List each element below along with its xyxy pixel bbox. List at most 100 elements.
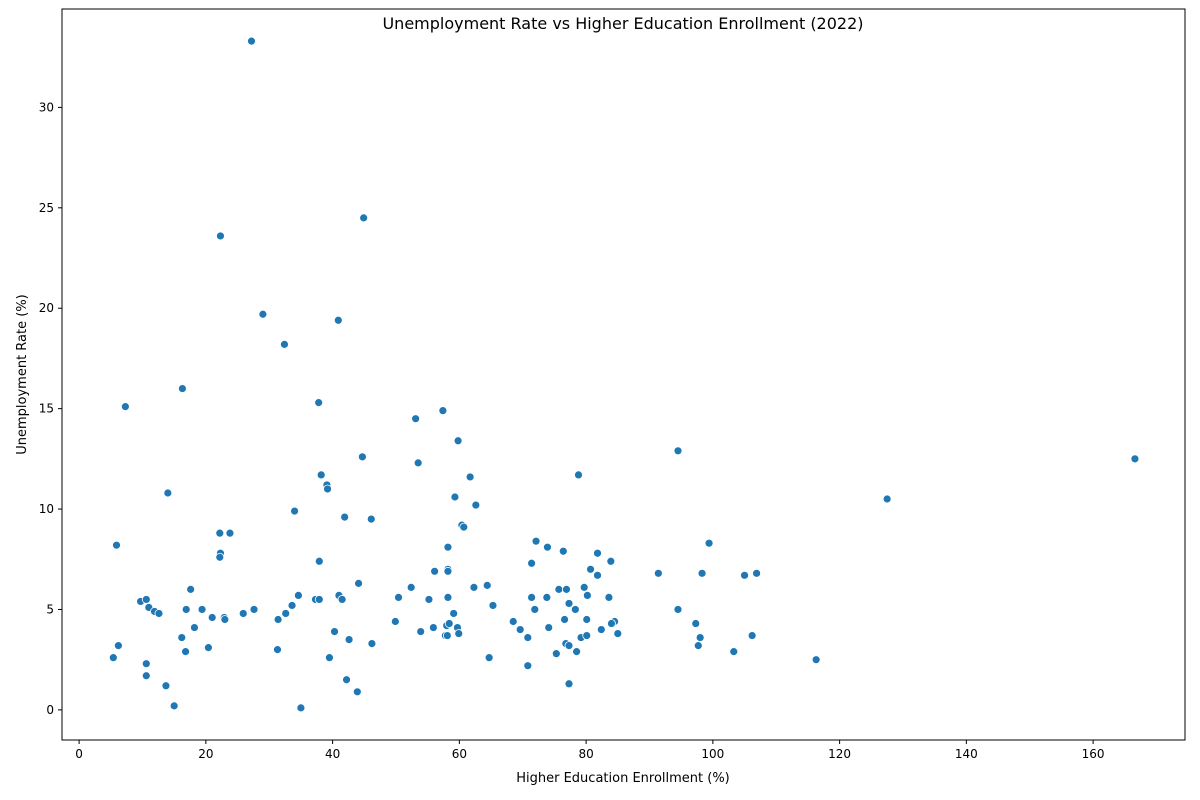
data-point	[704, 538, 714, 548]
data-point	[527, 558, 537, 568]
data-point	[215, 552, 225, 562]
data-point	[296, 703, 306, 713]
data-point	[443, 566, 453, 576]
data-point	[413, 458, 423, 468]
data-point	[459, 522, 469, 532]
data-point	[554, 584, 564, 594]
data-point	[729, 647, 739, 657]
data-point	[344, 635, 354, 644]
x-axis: 0 20 40 60 80 100 120 140 160	[75, 740, 1105, 761]
data-point	[582, 615, 592, 624]
data-point	[551, 649, 561, 659]
x-axis-title: Higher Education Enrollment (%)	[516, 771, 730, 786]
data-point	[225, 528, 235, 538]
data-point	[570, 605, 580, 614]
data-point	[359, 213, 369, 223]
data-point	[593, 548, 602, 558]
y-tick-label: 30	[39, 100, 54, 114]
data-point	[120, 402, 130, 412]
data-point	[238, 609, 248, 618]
data-point	[515, 625, 525, 634]
data-point	[247, 36, 256, 46]
data-point	[523, 633, 533, 642]
data-point	[181, 647, 190, 657]
data-point	[450, 492, 460, 502]
data-point	[469, 582, 479, 592]
y-tick-label: 15	[39, 402, 54, 416]
data-point	[543, 542, 552, 552]
data-point	[169, 701, 179, 711]
data-point	[752, 568, 761, 578]
data-point	[314, 398, 324, 408]
y-tick-label: 20	[39, 301, 54, 315]
data-point	[273, 615, 283, 624]
data-point	[357, 452, 367, 462]
data-point	[280, 339, 289, 349]
data-point	[579, 582, 589, 592]
x-tick-label: 120	[828, 747, 851, 761]
data-point	[354, 578, 363, 588]
data-point	[443, 593, 453, 602]
data-point	[366, 514, 376, 524]
data-point	[442, 631, 452, 640]
scatter-marks	[108, 36, 1140, 713]
data-point	[197, 605, 207, 614]
data-point	[390, 617, 400, 626]
data-point	[430, 566, 440, 576]
x-tick-label: 20	[198, 747, 213, 761]
data-point	[186, 584, 196, 594]
data-point	[333, 315, 343, 325]
data-point	[428, 623, 438, 632]
x-tick-label: 100	[701, 747, 724, 761]
data-point	[177, 633, 187, 642]
data-point	[411, 414, 421, 424]
data-point	[582, 631, 592, 640]
data-point	[314, 595, 324, 604]
data-point	[203, 643, 213, 653]
y-tick-label: 25	[39, 201, 54, 215]
data-point	[673, 605, 683, 614]
data-point	[340, 512, 350, 522]
y-axis-title: Unemployment Rate (%)	[15, 294, 30, 455]
data-point	[449, 609, 459, 618]
data-point	[287, 601, 297, 610]
data-point	[330, 627, 339, 636]
data-point	[531, 536, 541, 546]
data-point	[747, 631, 757, 640]
x-tick-label: 80	[578, 747, 593, 761]
x-tick-label: 0	[75, 747, 83, 761]
data-point	[564, 679, 574, 689]
data-point	[574, 470, 583, 480]
data-point	[394, 593, 403, 602]
data-point	[424, 595, 434, 604]
data-point	[471, 500, 481, 510]
data-point	[367, 639, 377, 648]
data-point	[697, 568, 707, 578]
data-point	[444, 619, 454, 628]
data-point	[416, 627, 426, 636]
data-point	[281, 609, 291, 618]
data-point	[453, 436, 463, 446]
data-point	[314, 556, 324, 566]
data-point	[178, 384, 187, 393]
data-point	[523, 661, 533, 671]
data-point	[562, 584, 571, 594]
data-point	[653, 568, 663, 578]
data-point	[604, 593, 614, 602]
data-point	[141, 595, 151, 604]
x-tick-label: 40	[325, 747, 340, 761]
data-point	[882, 494, 892, 504]
data-point	[558, 546, 568, 556]
data-point	[488, 601, 498, 610]
data-point	[438, 406, 448, 416]
data-point	[112, 540, 121, 550]
data-point	[323, 484, 332, 494]
data-point	[108, 653, 118, 663]
data-point	[673, 446, 683, 456]
data-point	[342, 675, 351, 685]
data-point	[258, 309, 268, 319]
data-point	[154, 609, 164, 618]
data-point	[572, 647, 581, 657]
data-point	[582, 591, 592, 600]
